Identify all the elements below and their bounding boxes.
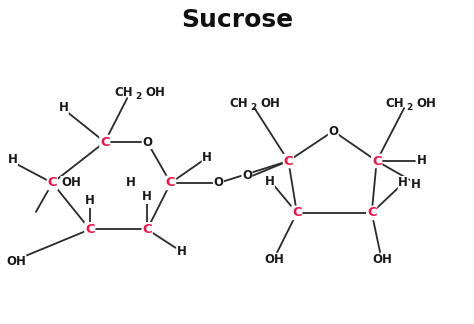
Text: OH: OH [260, 97, 280, 110]
Text: H: H [264, 176, 274, 189]
Text: OH: OH [61, 177, 81, 190]
Text: C: C [367, 206, 376, 219]
Text: C: C [283, 155, 293, 168]
Text: O: O [214, 177, 224, 190]
Text: CH: CH [229, 97, 248, 110]
Text: H: H [126, 177, 136, 190]
Text: C: C [142, 223, 152, 236]
Text: CH: CH [115, 86, 133, 98]
Text: H: H [58, 101, 68, 114]
Text: C: C [166, 177, 175, 190]
Text: H: H [8, 153, 18, 166]
Text: O: O [142, 135, 152, 148]
Text: H: H [398, 177, 408, 190]
Text: O: O [242, 169, 252, 182]
Text: OH: OH [373, 253, 392, 266]
Text: Sucrose: Sucrose [181, 8, 293, 32]
Text: C: C [47, 177, 57, 190]
Text: H: H [410, 179, 420, 191]
Text: H: H [142, 191, 152, 203]
Text: 2: 2 [250, 103, 257, 112]
Text: 2: 2 [136, 92, 142, 101]
Text: 2: 2 [406, 103, 412, 112]
Text: OH: OH [146, 86, 165, 98]
Text: OH: OH [416, 97, 436, 110]
Text: H: H [417, 154, 427, 167]
Text: C: C [292, 206, 301, 219]
Text: OH: OH [6, 255, 26, 268]
Text: OH: OH [264, 253, 284, 266]
Text: H: H [177, 245, 187, 258]
Text: H: H [202, 151, 212, 164]
Text: C: C [100, 135, 109, 148]
Text: H: H [85, 194, 95, 207]
Text: O: O [328, 124, 338, 138]
Text: C: C [85, 223, 95, 236]
Text: C: C [372, 155, 382, 168]
Text: CH: CH [385, 97, 404, 110]
